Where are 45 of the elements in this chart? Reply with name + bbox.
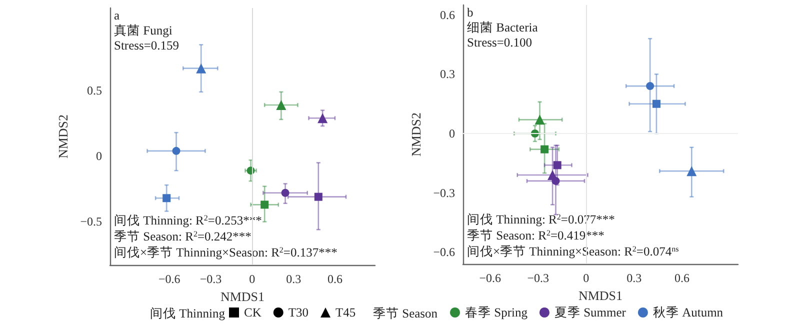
x-tick-label: 0.3	[626, 271, 642, 285]
x-tick-label: 0	[583, 271, 590, 285]
y-tick-label: 0.6	[440, 8, 455, 22]
point	[314, 192, 322, 201]
point	[162, 194, 171, 202]
point	[553, 161, 562, 170]
legend-title: 季节 Season	[373, 306, 438, 320]
point	[652, 100, 660, 108]
point	[540, 145, 549, 154]
annotation: Stress=0.159	[114, 38, 180, 52]
x-tick-label: −0.6	[158, 272, 180, 286]
legend-label: 春季 Spring	[465, 306, 528, 320]
point	[646, 82, 654, 90]
annotation: Stress=0.100	[467, 36, 532, 50]
point	[260, 200, 269, 209]
legend-label: 夏季 Summer	[554, 306, 627, 320]
y-axis-title: NMDS2	[55, 114, 70, 159]
y-tick-label: −0.3	[433, 186, 455, 200]
annotation: 真菌 Fungi	[114, 24, 173, 38]
y-tick-label: 0.3	[440, 67, 455, 82]
legend-label: T30	[288, 306, 309, 320]
x-tick-label: 0.3	[286, 272, 302, 286]
point	[172, 146, 180, 155]
x-tick-label: −0.3	[200, 272, 222, 286]
y-tick-label: −0.5	[80, 214, 102, 229]
annotation: a	[114, 8, 120, 22]
y-tick-label: −0.6	[433, 245, 455, 260]
x-tick-label: −0.3	[527, 271, 550, 285]
x-axis-title: NMDS1	[220, 288, 265, 304]
point	[281, 188, 290, 197]
annotation: b	[467, 6, 474, 20]
x-axis-title: NMDS1	[578, 288, 623, 303]
legend-label: T45	[336, 306, 356, 320]
x-tick-label: 0.6	[674, 271, 690, 285]
x-tick-label: 0.6	[327, 272, 342, 286]
annotation: 细菌 Bacteria	[467, 20, 538, 34]
legend-title: 间伐 Thinning	[150, 306, 226, 320]
x-tick-label: −0.6	[479, 271, 502, 285]
y-axis-title: NMDS2	[408, 112, 424, 157]
y-tick-label: 0.5	[87, 84, 102, 98]
legend-label: CK	[244, 306, 262, 320]
x-tick-label: 0	[249, 272, 256, 286]
y-tick-label: 0	[449, 126, 455, 141]
y-tick-label: 0	[96, 149, 102, 164]
legend-label: 秋季 Autumn	[652, 306, 724, 320]
